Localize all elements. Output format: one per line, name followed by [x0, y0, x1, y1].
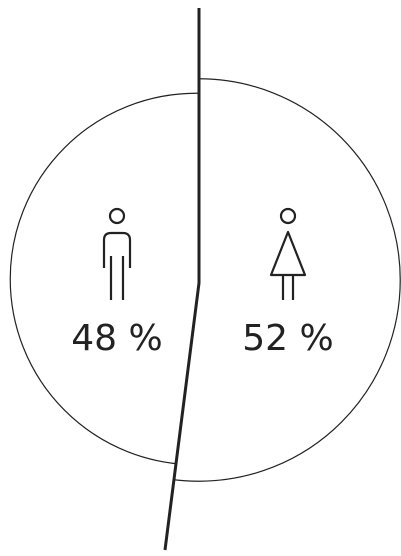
value-label: 52 %	[242, 318, 333, 359]
divider	[163, 8, 201, 551]
male-icon	[102, 207, 132, 300]
female-icon	[269, 207, 307, 300]
value-label: 48 %	[71, 318, 162, 359]
